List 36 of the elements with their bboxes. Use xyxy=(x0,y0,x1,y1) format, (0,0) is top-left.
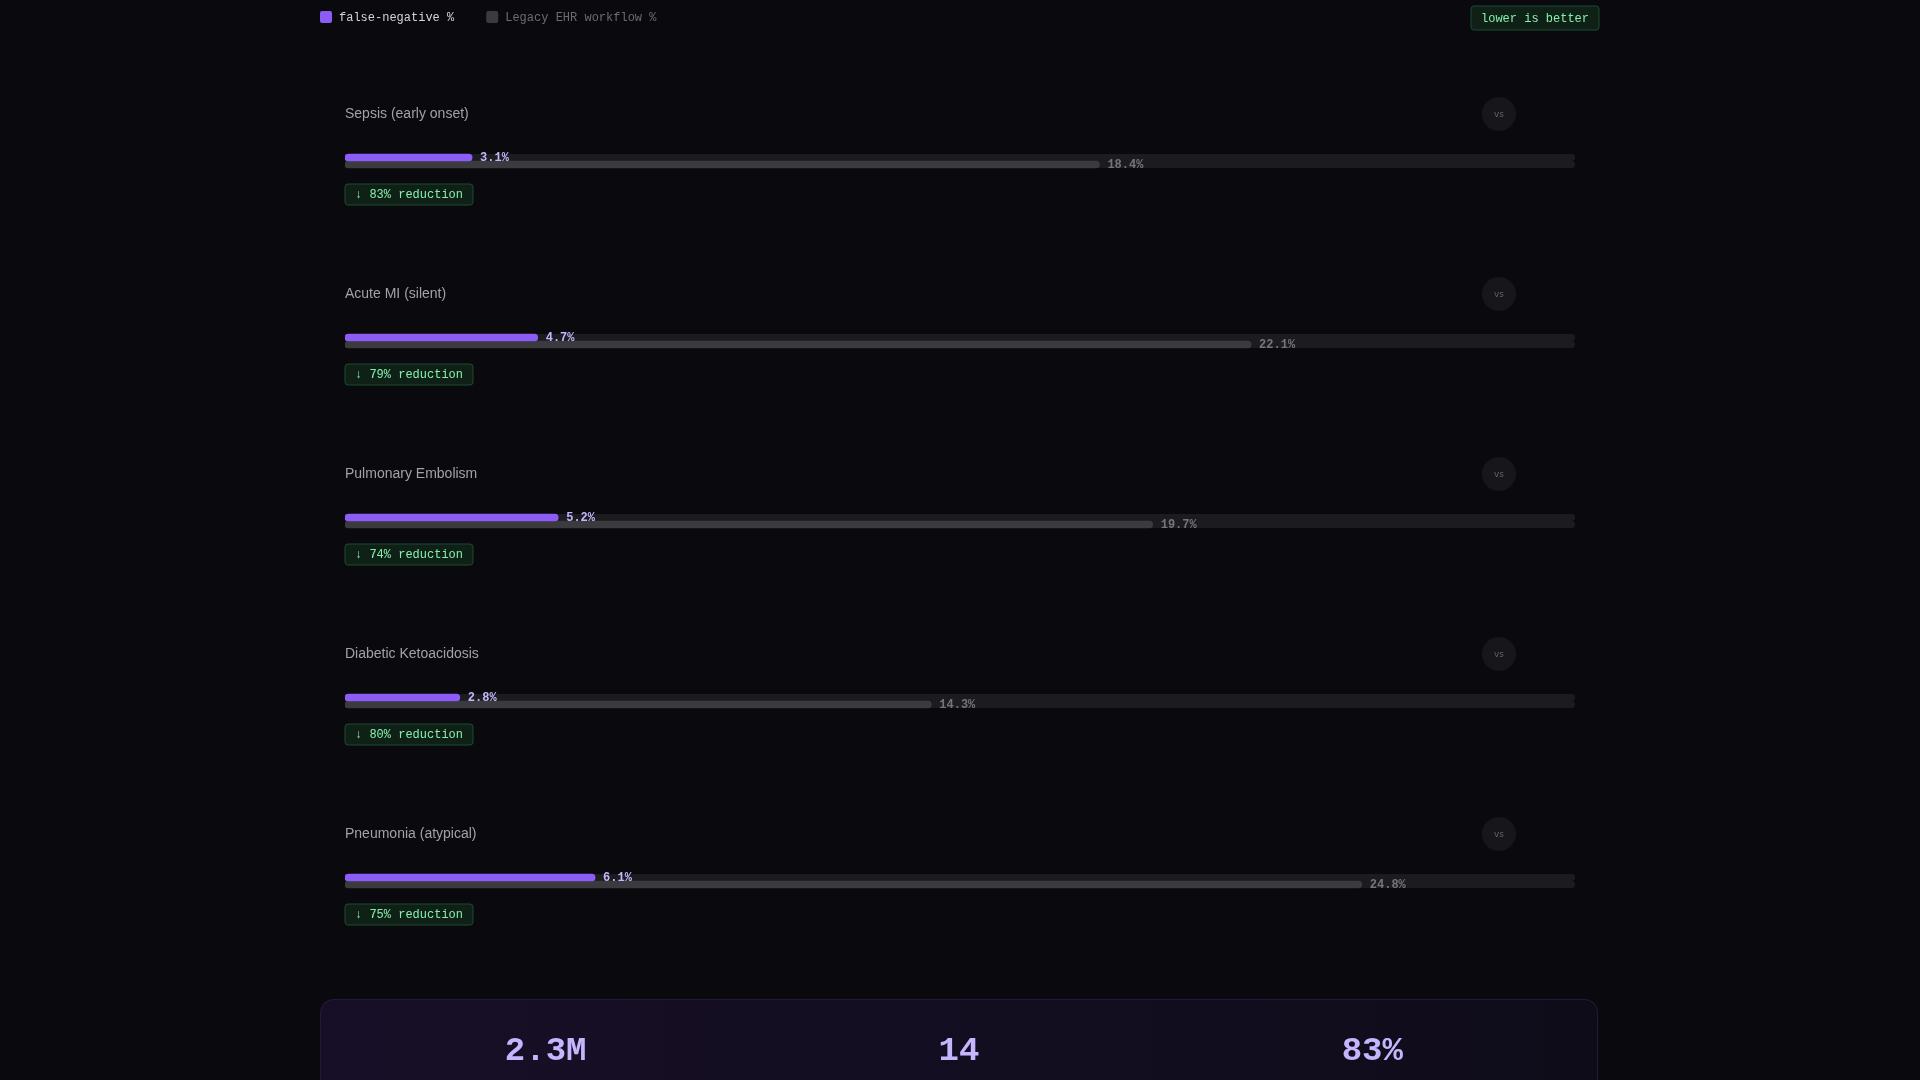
data-label: 2.8% xyxy=(467,691,498,706)
data-label: 14.3% xyxy=(939,698,977,713)
data-label: 4.7% xyxy=(545,331,576,346)
annotation: ↓ 75% reduction xyxy=(355,908,464,923)
y-tick-label: Sepsis (early onset) xyxy=(345,104,469,121)
data-label: 19.7% xyxy=(1160,518,1198,533)
bar xyxy=(345,513,559,522)
bar xyxy=(345,333,539,342)
vs-circle: vs xyxy=(1482,97,1516,131)
annotation: ↓ 79% reduction xyxy=(355,368,464,383)
y-tick-label: Pneumonia (atypical) xyxy=(345,824,477,841)
y-tick-label: Pulmonary Embolism xyxy=(345,464,478,481)
legend-label: false-negative % xyxy=(339,10,456,25)
annotation: lower is better xyxy=(1480,11,1590,26)
data-label: 5.2% xyxy=(566,511,596,526)
text: 83% xyxy=(1341,1031,1403,1072)
data-label: 24.8% xyxy=(1369,878,1407,893)
vs-circle: vs xyxy=(1482,277,1516,311)
annotation: ↓ 80% reduction xyxy=(355,728,464,743)
legend-label: Legacy EHR workflow % xyxy=(505,10,658,25)
vs-circle: vs xyxy=(1482,457,1516,491)
y-tick-label: Acute MI (silent) xyxy=(345,284,447,301)
vs-circle: vs xyxy=(1482,817,1516,851)
text: 2.3M xyxy=(504,1031,587,1072)
y-tick-label: Diabetic Ketoacidosis xyxy=(345,644,479,661)
data-label: 3.1% xyxy=(480,151,510,166)
data-label: 22.1% xyxy=(1259,338,1296,353)
annotation: ↓ 83% reduction xyxy=(355,188,464,203)
bar xyxy=(345,873,596,882)
data-label: 18.4% xyxy=(1107,158,1145,173)
bar xyxy=(345,153,473,162)
text: 14 xyxy=(938,1031,980,1072)
annotation: ↓ 74% reduction xyxy=(355,548,464,563)
vs-circle: vs xyxy=(1482,637,1516,671)
data-label: 6.1% xyxy=(603,871,633,886)
bar xyxy=(345,693,461,702)
